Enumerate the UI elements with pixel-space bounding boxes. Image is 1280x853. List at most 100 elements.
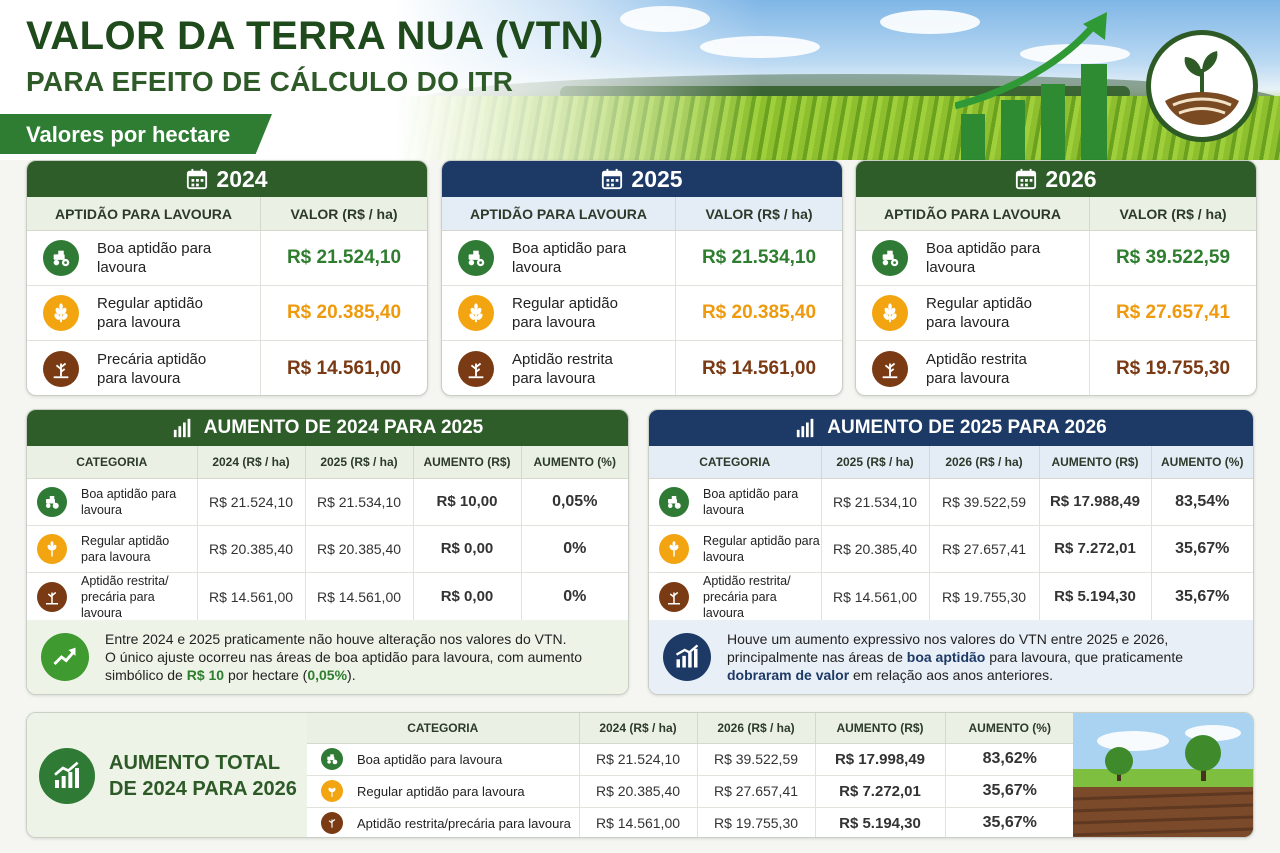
column-label: VALOR (R$ / ha) (1119, 205, 1227, 222)
card-row: Aptidão restrita para lavoura R$ 14.561,… (442, 341, 842, 395)
increase-table: CATEGORIA 2025 (R$ / ha) 2026 (R$ / ha) … (649, 446, 1253, 622)
ribbon-label: Valores por hectare (26, 122, 231, 147)
category-label: Boa aptidão para lavoura (926, 240, 1041, 276)
card-row: Aptidão restrita para lavoura R$ 19.755,… (856, 341, 1256, 395)
value-cell: R$ 39.522,59 (929, 478, 1040, 526)
card-row: Precária aptidão para lavoura R$ 14.561,… (27, 341, 427, 395)
card-column-header: APTIDÃO PARA LAVOURA VALOR (R$ / ha) (27, 197, 427, 231)
card-2025: 2025 APTIDÃO PARA LAVOURA VALOR (R$ / ha… (441, 160, 843, 396)
value-cell: R$ 21.534,10 (305, 478, 414, 526)
category-label: Regular aptidão para lavoura (357, 783, 525, 799)
value-cell: R$ 39.522,59 (1115, 247, 1231, 268)
panel-header: AUMENTO DE 2025 PARA 2026 (649, 410, 1253, 446)
column-label: APTIDÃO PARA LAVOURA (442, 197, 676, 230)
value-cell: R$ 14.561,00 (701, 357, 817, 379)
value-cell: R$ 21.534,10 (821, 478, 930, 526)
increase-amount: R$ 17.998,49 (815, 743, 946, 776)
table-row: Boa aptidão para lavoura R$ 21.534,10 R$… (649, 478, 1253, 526)
category-label: Aptidão restrita/precária para lavoura (357, 815, 571, 831)
increase-amount: R$ 7.272,01 (1039, 525, 1152, 573)
sprout-icon (659, 581, 689, 612)
increase-percent: 0,05% (521, 478, 628, 526)
card-year: 2024 (216, 165, 268, 192)
panel-title: AUMENTO DE 2025 PARA 2026 (827, 417, 1107, 438)
tractor-icon (458, 240, 494, 276)
increase-percent: 83,54% (1151, 478, 1253, 526)
table-header: AUMENTO (R$) (413, 446, 522, 479)
card-header: 2026 (856, 161, 1256, 197)
trend-chart-icon (39, 748, 95, 804)
tractor-icon (659, 486, 689, 517)
value-cell: R$ 39.522,59 (697, 743, 816, 776)
value-cell: R$ 14.561,00 (286, 357, 402, 379)
tractor-icon (321, 748, 343, 770)
category-label: Boa aptidão para lavoura (357, 751, 503, 767)
calendar-icon (187, 168, 208, 190)
note-text: Houve um aumento expressivo nos valores … (727, 631, 1184, 683)
total-title: AUMENTO TOTAL DE 2024 PARA 2026 (109, 752, 297, 800)
category-label: Aptidão restrita/ precária para lavoura (81, 573, 169, 620)
increase-percent: 0% (521, 572, 628, 622)
increase-percent: 35,67% (945, 807, 1075, 837)
value-cell: R$ 14.561,00 (579, 807, 698, 837)
value-cell: R$ 27.657,41 (1115, 302, 1231, 323)
sprout-icon (458, 350, 494, 387)
category-label: Regular aptidão para lavoura (512, 295, 618, 331)
card-row: Boa aptidão para lavoura R$ 39.522,59 (856, 231, 1256, 286)
table-header: 2025 (R$ / ha) (821, 446, 930, 479)
column-label: APTIDÃO PARA LAVOURA (27, 197, 261, 230)
summary-note: Entre 2024 e 2025 praticamente não houve… (27, 620, 628, 694)
total-title-block: AUMENTO TOTAL DE 2024 PARA 2026 (27, 713, 307, 837)
value-cell: R$ 19.755,30 (697, 807, 816, 837)
panel-header: AUMENTO DE 2024 PARA 2025 (27, 410, 628, 446)
value-cell: R$ 21.534,10 (701, 247, 817, 268)
card-header: 2025 (442, 161, 842, 197)
value-cell: R$ 14.561,00 (197, 572, 306, 622)
tractor-icon (43, 240, 79, 276)
table-row: Boa aptidão para lavoura R$ 21.524,10 R$… (307, 743, 1075, 776)
card-header: 2024 (27, 161, 427, 197)
card-row: Boa aptidão para lavoura R$ 21.524,10 (27, 231, 427, 286)
column-label: VALOR (R$ / ha) (290, 205, 398, 222)
increase-table: CATEGORIA 2024 (R$ / ha) 2025 (R$ / ha) … (27, 446, 628, 622)
column-label: APTIDÃO PARA LAVOURA (856, 197, 1090, 230)
card-row: Regular aptidão para lavoura R$ 20.385,4… (27, 286, 427, 341)
card-column-header: APTIDÃO PARA LAVOURA VALOR (R$ / ha) (856, 197, 1256, 231)
category-label: Boa aptidão para lavoura (97, 240, 212, 276)
increase-amount: R$ 5.194,30 (1039, 572, 1152, 622)
table-header: CATEGORIA (307, 713, 580, 744)
table-header: CATEGORIA (649, 446, 822, 479)
category-label: Regular aptidão para lavoura (97, 295, 203, 331)
bar-chart-icon (797, 418, 814, 438)
increase-percent: 35,67% (1151, 572, 1253, 622)
note-text: Entre 2024 e 2025 praticamente não houve… (105, 631, 583, 683)
value-cell: R$ 19.755,30 (929, 572, 1040, 622)
panel-title: AUMENTO DE 2024 PARA 2025 (203, 417, 484, 438)
card-row: Regular aptidão para lavoura R$ 27.657,4… (856, 286, 1256, 341)
tractor-icon (872, 240, 908, 276)
increase-amount: R$ 0,00 (413, 572, 522, 622)
card-column-header: APTIDÃO PARA LAVOURA VALOR (R$ / ha) (442, 197, 842, 231)
card-year: 2025 (631, 165, 683, 192)
table-row: Regular aptidão para lavoura R$ 20.385,4… (27, 525, 628, 573)
value-cell: R$ 20.385,40 (286, 302, 402, 323)
table-header: AUMENTO (%) (521, 446, 628, 479)
sprout-icon (43, 350, 79, 387)
calendar-icon (602, 168, 623, 190)
table-header: 2024 (R$ / ha) (197, 446, 306, 479)
table-row: Regular aptidão para lavoura R$ 20.385,4… (649, 525, 1253, 573)
table-header: 2026 (R$ / ha) (929, 446, 1040, 479)
value-cell: R$ 14.561,00 (305, 572, 414, 622)
section-ribbon: Valores por hectare (0, 114, 272, 154)
table-header: AUMENTO (%) (945, 713, 1075, 744)
column-label: VALOR (R$ / ha) (705, 205, 813, 222)
sprout-icon (872, 350, 908, 387)
wheat-icon (43, 295, 79, 331)
table-header: AUMENTO (R$) (815, 713, 946, 744)
farm-logo-icon (1146, 30, 1258, 142)
bar-chart-icon (173, 418, 191, 438)
wheat-icon (659, 533, 689, 564)
category-label: Aptidão restrita/ precária para lavoura (703, 573, 791, 620)
value-cell: R$ 21.524,10 (579, 743, 698, 776)
category-label: Regular aptidão para lavoura (926, 295, 1032, 331)
